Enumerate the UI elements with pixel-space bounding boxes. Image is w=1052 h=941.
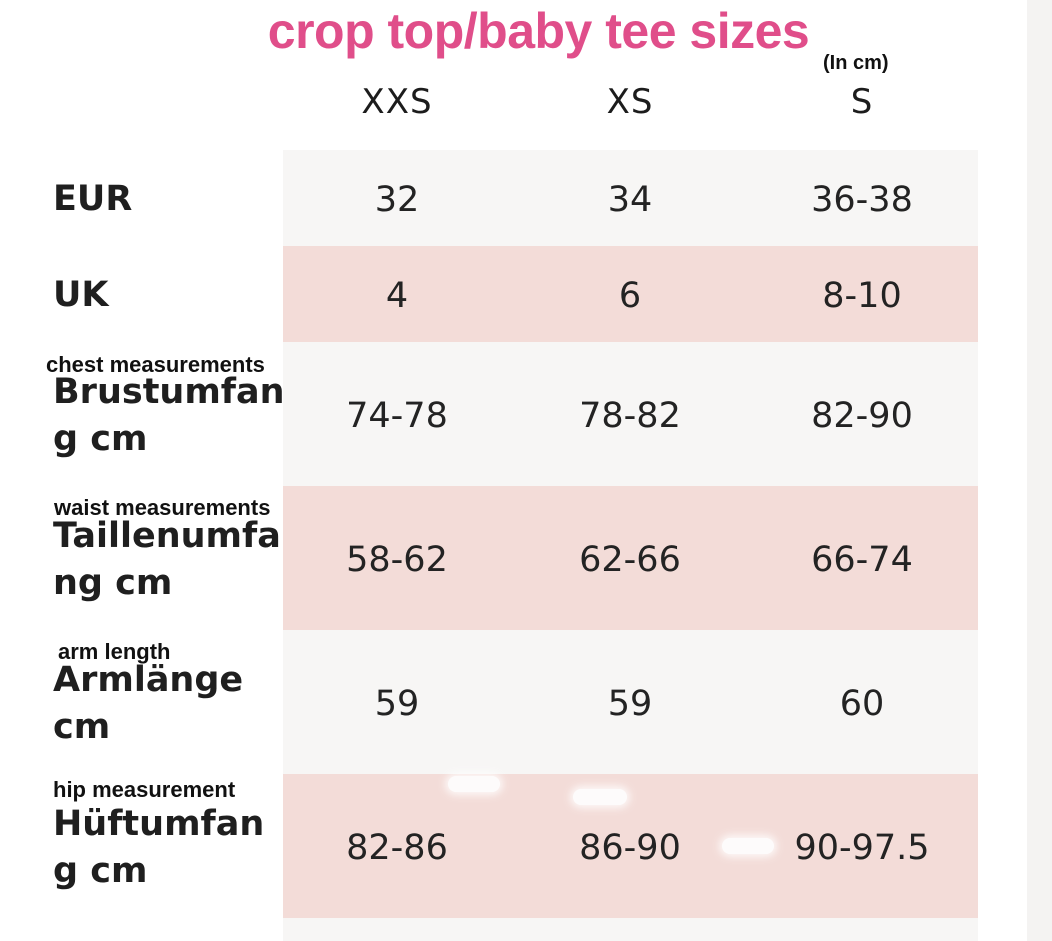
- page-title: crop top/baby tee sizes: [267, 3, 810, 59]
- row-note-waist: waist measurements: [54, 495, 271, 520]
- row-label-line: g cm: [53, 419, 148, 459]
- row-label-uk: UK: [53, 272, 109, 319]
- table-cell: 32: [374, 180, 420, 220]
- row-band-chest: [283, 342, 978, 486]
- smudge-mark: [722, 838, 774, 854]
- table-cell: 60: [839, 684, 885, 724]
- row-label-hip: Hüftumfan g cm: [53, 801, 264, 895]
- table-cell: 4: [385, 276, 409, 316]
- table-cell: 82-86: [346, 828, 448, 868]
- table-cell: 74-78: [346, 396, 448, 436]
- row-label-waist: Taillenumfa ng cm: [53, 513, 281, 607]
- row-label-line: Hüftumfan: [53, 804, 265, 844]
- row-label-line: Taillenumfa: [53, 516, 281, 556]
- table-cell: 59: [607, 684, 653, 724]
- row-label-line: cm: [53, 707, 111, 747]
- page-edge: [1027, 0, 1052, 941]
- row-label-eur: EUR: [53, 176, 132, 223]
- size-header-xs: XS: [606, 82, 654, 122]
- row-label-line: UK: [53, 275, 109, 315]
- row-note-arm: arm length: [58, 639, 171, 664]
- smudge-mark: [448, 776, 500, 792]
- table-cell: 82-90: [811, 396, 913, 436]
- table-cell: 59: [374, 684, 420, 724]
- row-band-uk: [283, 246, 978, 342]
- row-band-arm: [283, 630, 978, 774]
- size-header-s: S: [850, 82, 874, 122]
- row-band-next: [283, 918, 978, 941]
- table-cell: 78-82: [579, 396, 681, 436]
- row-band-waist: [283, 486, 978, 630]
- table-cell: 36-38: [811, 180, 913, 220]
- table-cell: 58-62: [346, 540, 448, 580]
- table-cell: 6: [618, 276, 642, 316]
- row-label-line: Brustumfan: [53, 372, 285, 412]
- table-cell: 86-90: [579, 828, 681, 868]
- row-label-chest: Brustumfan g cm: [53, 369, 285, 463]
- table-cell: 66-74: [811, 540, 913, 580]
- row-label-line: g cm: [53, 851, 148, 891]
- table-cell: 8-10: [822, 276, 902, 316]
- table-cell: 62-66: [579, 540, 681, 580]
- row-label-arm: Armlänge cm: [53, 657, 243, 751]
- size-header-xxs: XXS: [361, 82, 433, 122]
- smudge-mark: [573, 789, 627, 805]
- row-note-chest: chest measurements: [46, 352, 265, 377]
- table-cell: 34: [607, 180, 653, 220]
- row-band-hip: [283, 774, 978, 918]
- row-label-line: EUR: [53, 179, 133, 219]
- row-label-line: ng cm: [53, 563, 173, 603]
- table-cell: 90-97.5: [794, 828, 930, 868]
- row-note-hip: hip measurement: [53, 777, 236, 802]
- row-band-eur: [283, 150, 978, 246]
- row-label-line: Armlänge: [53, 660, 244, 700]
- unit-note: (In cm): [823, 52, 889, 74]
